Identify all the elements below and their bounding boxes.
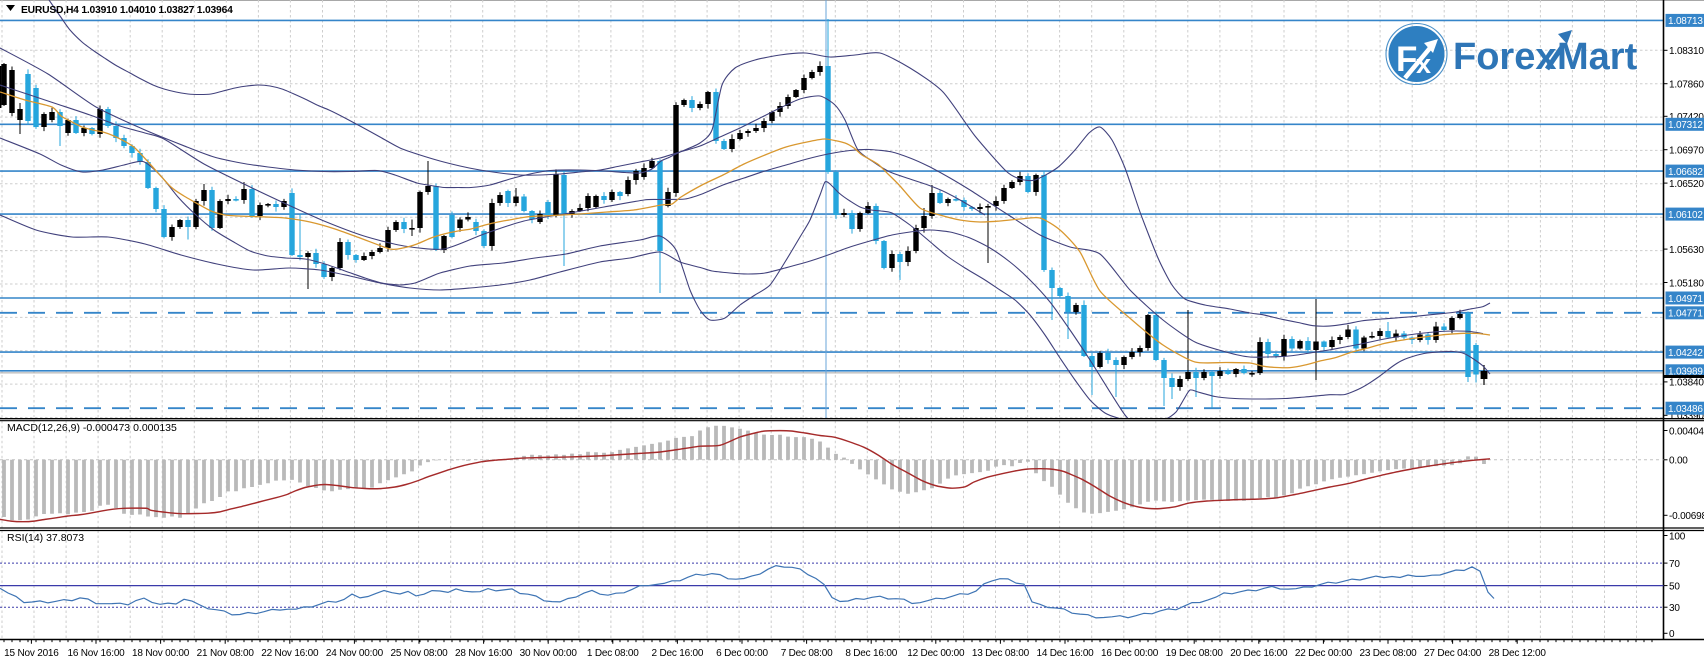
svg-text:1.03486: 1.03486 xyxy=(1668,404,1703,415)
svg-text:7 Dec 08:00: 7 Dec 08:00 xyxy=(781,648,833,659)
svg-text:1.03390: 1.03390 xyxy=(1669,411,1704,422)
svg-text:24 Nov 00:00: 24 Nov 00:00 xyxy=(326,648,384,659)
svg-text:18 Nov 00:00: 18 Nov 00:00 xyxy=(132,648,190,659)
svg-text:-0.006984: -0.006984 xyxy=(1669,511,1704,522)
svg-text:28 Dec 12:00: 28 Dec 12:00 xyxy=(1489,648,1547,659)
svg-text:100: 100 xyxy=(1669,531,1686,542)
svg-text:1.06970: 1.06970 xyxy=(1669,146,1704,157)
svg-text:1.07312: 1.07312 xyxy=(1668,120,1703,131)
svg-text:22 Nov 16:00: 22 Nov 16:00 xyxy=(261,648,319,659)
svg-text:1.06520: 1.06520 xyxy=(1669,179,1704,190)
svg-text:0: 0 xyxy=(1669,629,1675,640)
svg-text:Forex: Forex xyxy=(1453,36,1556,78)
svg-text:6 Dec 00:00: 6 Dec 00:00 xyxy=(716,648,768,659)
svg-text:20 Dec 16:00: 20 Dec 16:00 xyxy=(1230,648,1288,659)
svg-text:28 Nov 16:00: 28 Nov 16:00 xyxy=(455,648,513,659)
svg-text:1.07420: 1.07420 xyxy=(1669,112,1704,123)
svg-text:12 Dec 00:00: 12 Dec 00:00 xyxy=(907,648,965,659)
svg-text:1 Dec 08:00: 1 Dec 08:00 xyxy=(587,648,639,659)
svg-text:25 Nov 08:00: 25 Nov 08:00 xyxy=(390,648,448,659)
svg-text:8 Dec 16:00: 8 Dec 16:00 xyxy=(845,648,897,659)
svg-text:0.00: 0.00 xyxy=(1669,456,1688,467)
svg-text:1.05630: 1.05630 xyxy=(1669,245,1704,256)
svg-text:22 Dec 00:00: 22 Dec 00:00 xyxy=(1295,648,1353,659)
svg-text:15 Nov 2016: 15 Nov 2016 xyxy=(4,648,59,659)
svg-text:1.04971: 1.04971 xyxy=(1668,294,1703,305)
svg-text:1.08713: 1.08713 xyxy=(1668,16,1703,27)
svg-text:1.03989: 1.03989 xyxy=(1668,367,1703,378)
svg-text:1.06682: 1.06682 xyxy=(1668,167,1703,178)
svg-text:13 Dec 08:00: 13 Dec 08:00 xyxy=(972,648,1030,659)
svg-text:1.04242: 1.04242 xyxy=(1668,348,1703,359)
svg-text:23 Dec 08:00: 23 Dec 08:00 xyxy=(1359,648,1417,659)
svg-text:21 Nov 08:00: 21 Nov 08:00 xyxy=(197,648,255,659)
svg-text:0.004047: 0.004047 xyxy=(1669,426,1704,437)
svg-text:RSI(14) 37.8073: RSI(14) 37.8073 xyxy=(7,532,84,544)
svg-text:Mart: Mart xyxy=(1557,36,1638,78)
svg-text:1.04771: 1.04771 xyxy=(1668,309,1703,320)
svg-text:50: 50 xyxy=(1669,581,1680,592)
svg-text:27 Dec 04:00: 27 Dec 04:00 xyxy=(1424,648,1482,659)
svg-text:19 Dec 08:00: 19 Dec 08:00 xyxy=(1166,648,1224,659)
svg-text:1.07860: 1.07860 xyxy=(1669,80,1704,91)
svg-text:30 Nov 00:00: 30 Nov 00:00 xyxy=(520,648,578,659)
svg-text:1.06102: 1.06102 xyxy=(1668,210,1703,221)
svg-text:MACD(12,26,9) -0.000473 0.0001: MACD(12,26,9) -0.000473 0.000135 xyxy=(7,422,177,434)
svg-text:70: 70 xyxy=(1669,559,1680,570)
svg-text:EURUSD,H4 1.03910 1.04010 1.0: EURUSD,H4 1.03910 1.04010 1.03827 1.0396… xyxy=(21,5,233,16)
svg-text:16 Nov 16:00: 16 Nov 16:00 xyxy=(67,648,125,659)
svg-text:1.08310: 1.08310 xyxy=(1669,46,1704,57)
svg-text:14 Dec 16:00: 14 Dec 16:00 xyxy=(1036,648,1094,659)
svg-text:x: x xyxy=(1416,49,1431,79)
svg-text:1.05180: 1.05180 xyxy=(1669,278,1704,289)
svg-text:16 Dec 00:00: 16 Dec 00:00 xyxy=(1101,648,1159,659)
svg-text:1.03840: 1.03840 xyxy=(1669,378,1704,389)
svg-text:2 Dec 16:00: 2 Dec 16:00 xyxy=(652,648,704,659)
svg-text:30: 30 xyxy=(1669,603,1680,614)
